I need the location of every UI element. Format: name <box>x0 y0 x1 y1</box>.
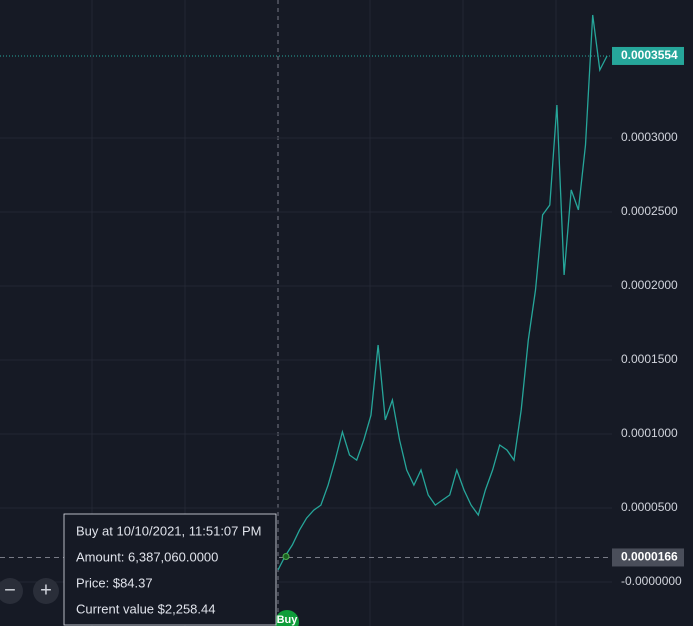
zoom-button[interactable] <box>0 578 23 604</box>
tooltip-line: Amount: 6,387,060.0000 <box>76 549 218 564</box>
buy-price-box <box>612 548 684 567</box>
y-tick-label: 0.0002500 <box>621 204 678 218</box>
tooltip-box <box>63 513 277 626</box>
y-tick-label: 0.0002000 <box>621 278 678 292</box>
buy-point <box>282 552 290 560</box>
y-tick-label: 0.0001000 <box>621 426 678 440</box>
zoom-button-label[interactable]: + <box>40 579 52 601</box>
y-tick-label: 0.0001500 <box>621 352 678 366</box>
price-line <box>277 14 608 571</box>
tooltip-line: Buy at 10/10/2021, 11:51:07 PM <box>76 523 262 538</box>
y-tick-label: 0.0003000 <box>621 130 678 144</box>
zoom-button-label[interactable]: − <box>4 579 16 601</box>
last-price-box <box>612 46 684 65</box>
y-tick-label: -0.0000000 <box>621 574 682 588</box>
tooltip-line: Current value $2,258.44 <box>76 601 215 616</box>
buy-price-label: 0.0000166 <box>621 550 678 564</box>
zoom-button[interactable] <box>33 578 59 604</box>
last-price-label: 0.0003554 <box>621 48 678 62</box>
tooltip: Buy at 10/10/2021, 11:51:07 PM Amount: 6,… <box>63 513 277 626</box>
buy-badge-label: Buy <box>277 614 299 626</box>
y-tick-label: 0.0000500 <box>621 500 678 514</box>
tooltip-line: Price: $84.37 <box>76 575 153 590</box>
buy-badge <box>275 610 299 626</box>
